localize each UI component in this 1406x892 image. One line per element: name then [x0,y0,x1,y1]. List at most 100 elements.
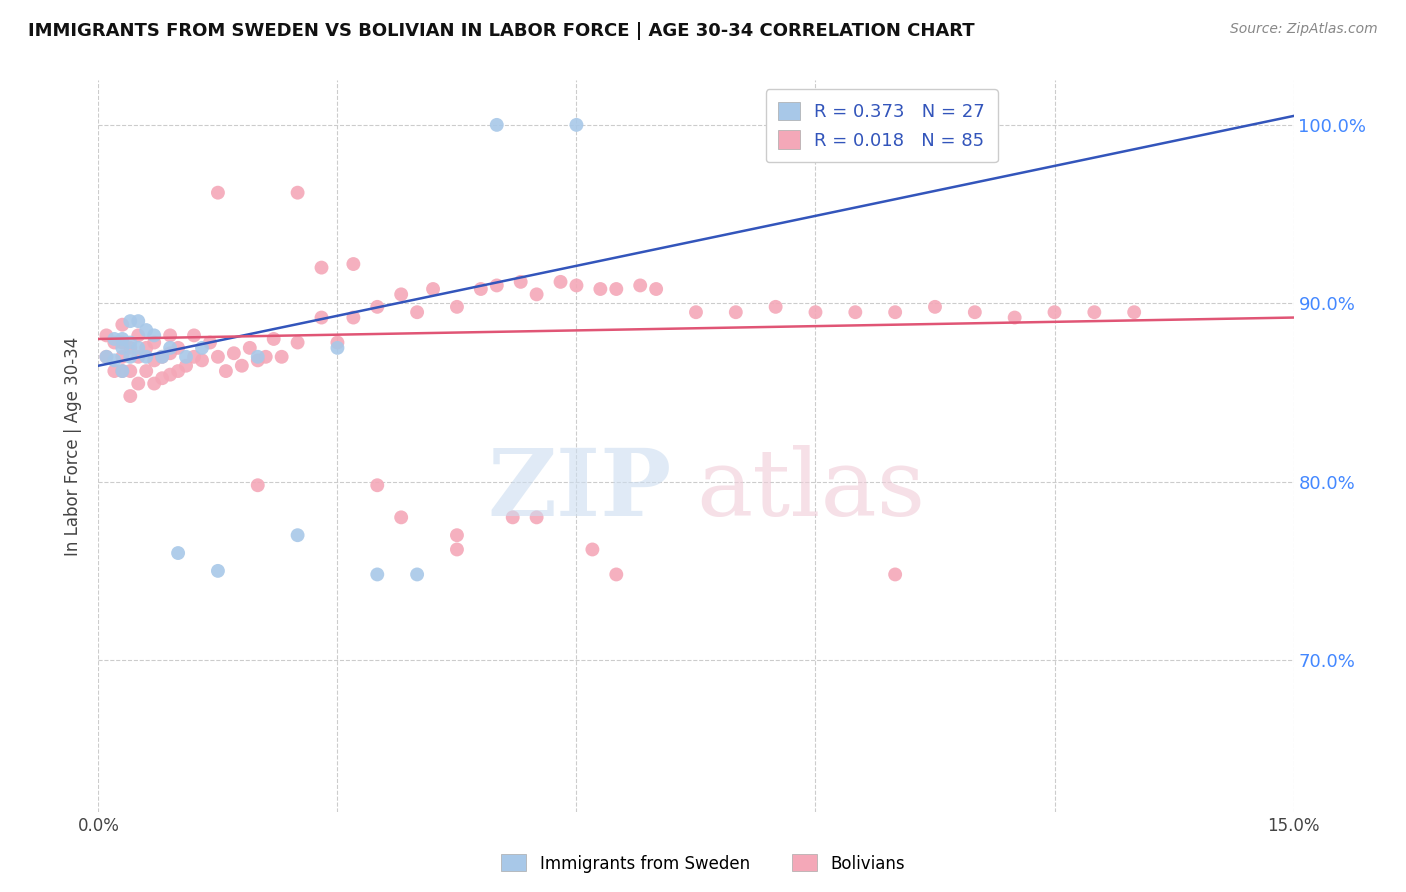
Point [628,278,651,293]
Point [143,353,166,368]
Point [159,346,181,360]
Point [167,341,190,355]
Point [167,364,190,378]
Point [150,371,173,385]
Y-axis label: In Labor Force | Age 30-34: In Labor Force | Age 30-34 [65,336,83,556]
Text: IMMIGRANTS FROM SWEDEN VS BOLIVIAN IN LABOR FORCE | AGE 30-34 CORRELATION CHART: IMMIGRANTS FROM SWEDEN VS BOLIVIAN IN LA… [28,22,974,40]
Point [366,478,388,492]
Point [231,359,253,373]
Point [111,332,134,346]
Point [470,282,492,296]
Point [246,353,269,368]
Point [565,278,588,293]
Point [724,305,747,319]
Point [406,305,429,319]
Point [222,346,245,360]
Point [96,328,118,343]
Point [120,314,142,328]
Point [103,364,125,378]
Point [685,305,707,319]
Point [135,364,157,378]
Point [550,275,572,289]
Point [183,350,205,364]
Point [804,305,827,319]
Point [127,376,149,391]
Point [239,341,262,355]
Point [96,350,118,364]
Point [326,335,349,350]
Point [366,567,388,582]
Point [526,510,548,524]
Text: Source: ZipAtlas.com: Source: ZipAtlas.com [1230,22,1378,37]
Point [605,282,627,296]
Point [765,300,787,314]
Point [366,300,388,314]
Point [254,350,277,364]
Point [207,350,229,364]
Point [246,350,269,364]
Point [884,567,907,582]
Point [120,364,142,378]
Point [143,376,166,391]
Point [111,364,134,378]
Point [127,314,149,328]
Point [207,564,229,578]
Point [1043,305,1066,319]
Text: atlas: atlas [696,445,925,535]
Point [389,287,412,301]
Point [246,478,269,492]
Point [526,287,548,301]
Point [120,335,142,350]
Point [127,341,149,355]
Point [111,335,134,350]
Point [135,323,157,337]
Point [135,341,157,355]
Point [135,350,157,364]
Point [422,282,444,296]
Point [502,510,524,524]
Point [605,567,627,582]
Point [111,341,134,355]
Point [565,118,588,132]
Point [311,310,333,325]
Point [446,528,468,542]
Point [174,350,197,364]
Point [120,341,142,355]
Point [183,328,205,343]
Point [924,300,946,314]
Point [342,257,364,271]
Point [174,359,197,373]
Point [485,278,508,293]
Point [509,275,531,289]
Point [127,328,149,343]
Point [167,546,190,560]
Point [263,332,285,346]
Point [159,328,181,343]
Point [159,368,181,382]
Point [103,353,125,368]
Point [150,350,173,364]
Point [150,350,173,364]
Point [96,350,118,364]
Point [311,260,333,275]
Legend: R = 0.373   N = 27, R = 0.018   N = 85: R = 0.373 N = 27, R = 0.018 N = 85 [765,89,998,162]
Point [191,341,214,355]
Point [342,310,364,325]
Point [215,364,238,378]
Point [884,305,907,319]
Point [963,305,986,319]
Point [446,300,468,314]
Point [287,335,309,350]
Point [1123,305,1146,319]
Text: ZIP: ZIP [488,445,672,535]
Point [103,332,125,346]
Point [389,510,412,524]
Point [287,186,309,200]
Point [1083,305,1105,319]
Point [143,328,166,343]
Point [111,350,134,364]
Point [120,350,142,364]
Point [326,341,349,355]
Point [270,350,292,364]
Point [207,186,229,200]
